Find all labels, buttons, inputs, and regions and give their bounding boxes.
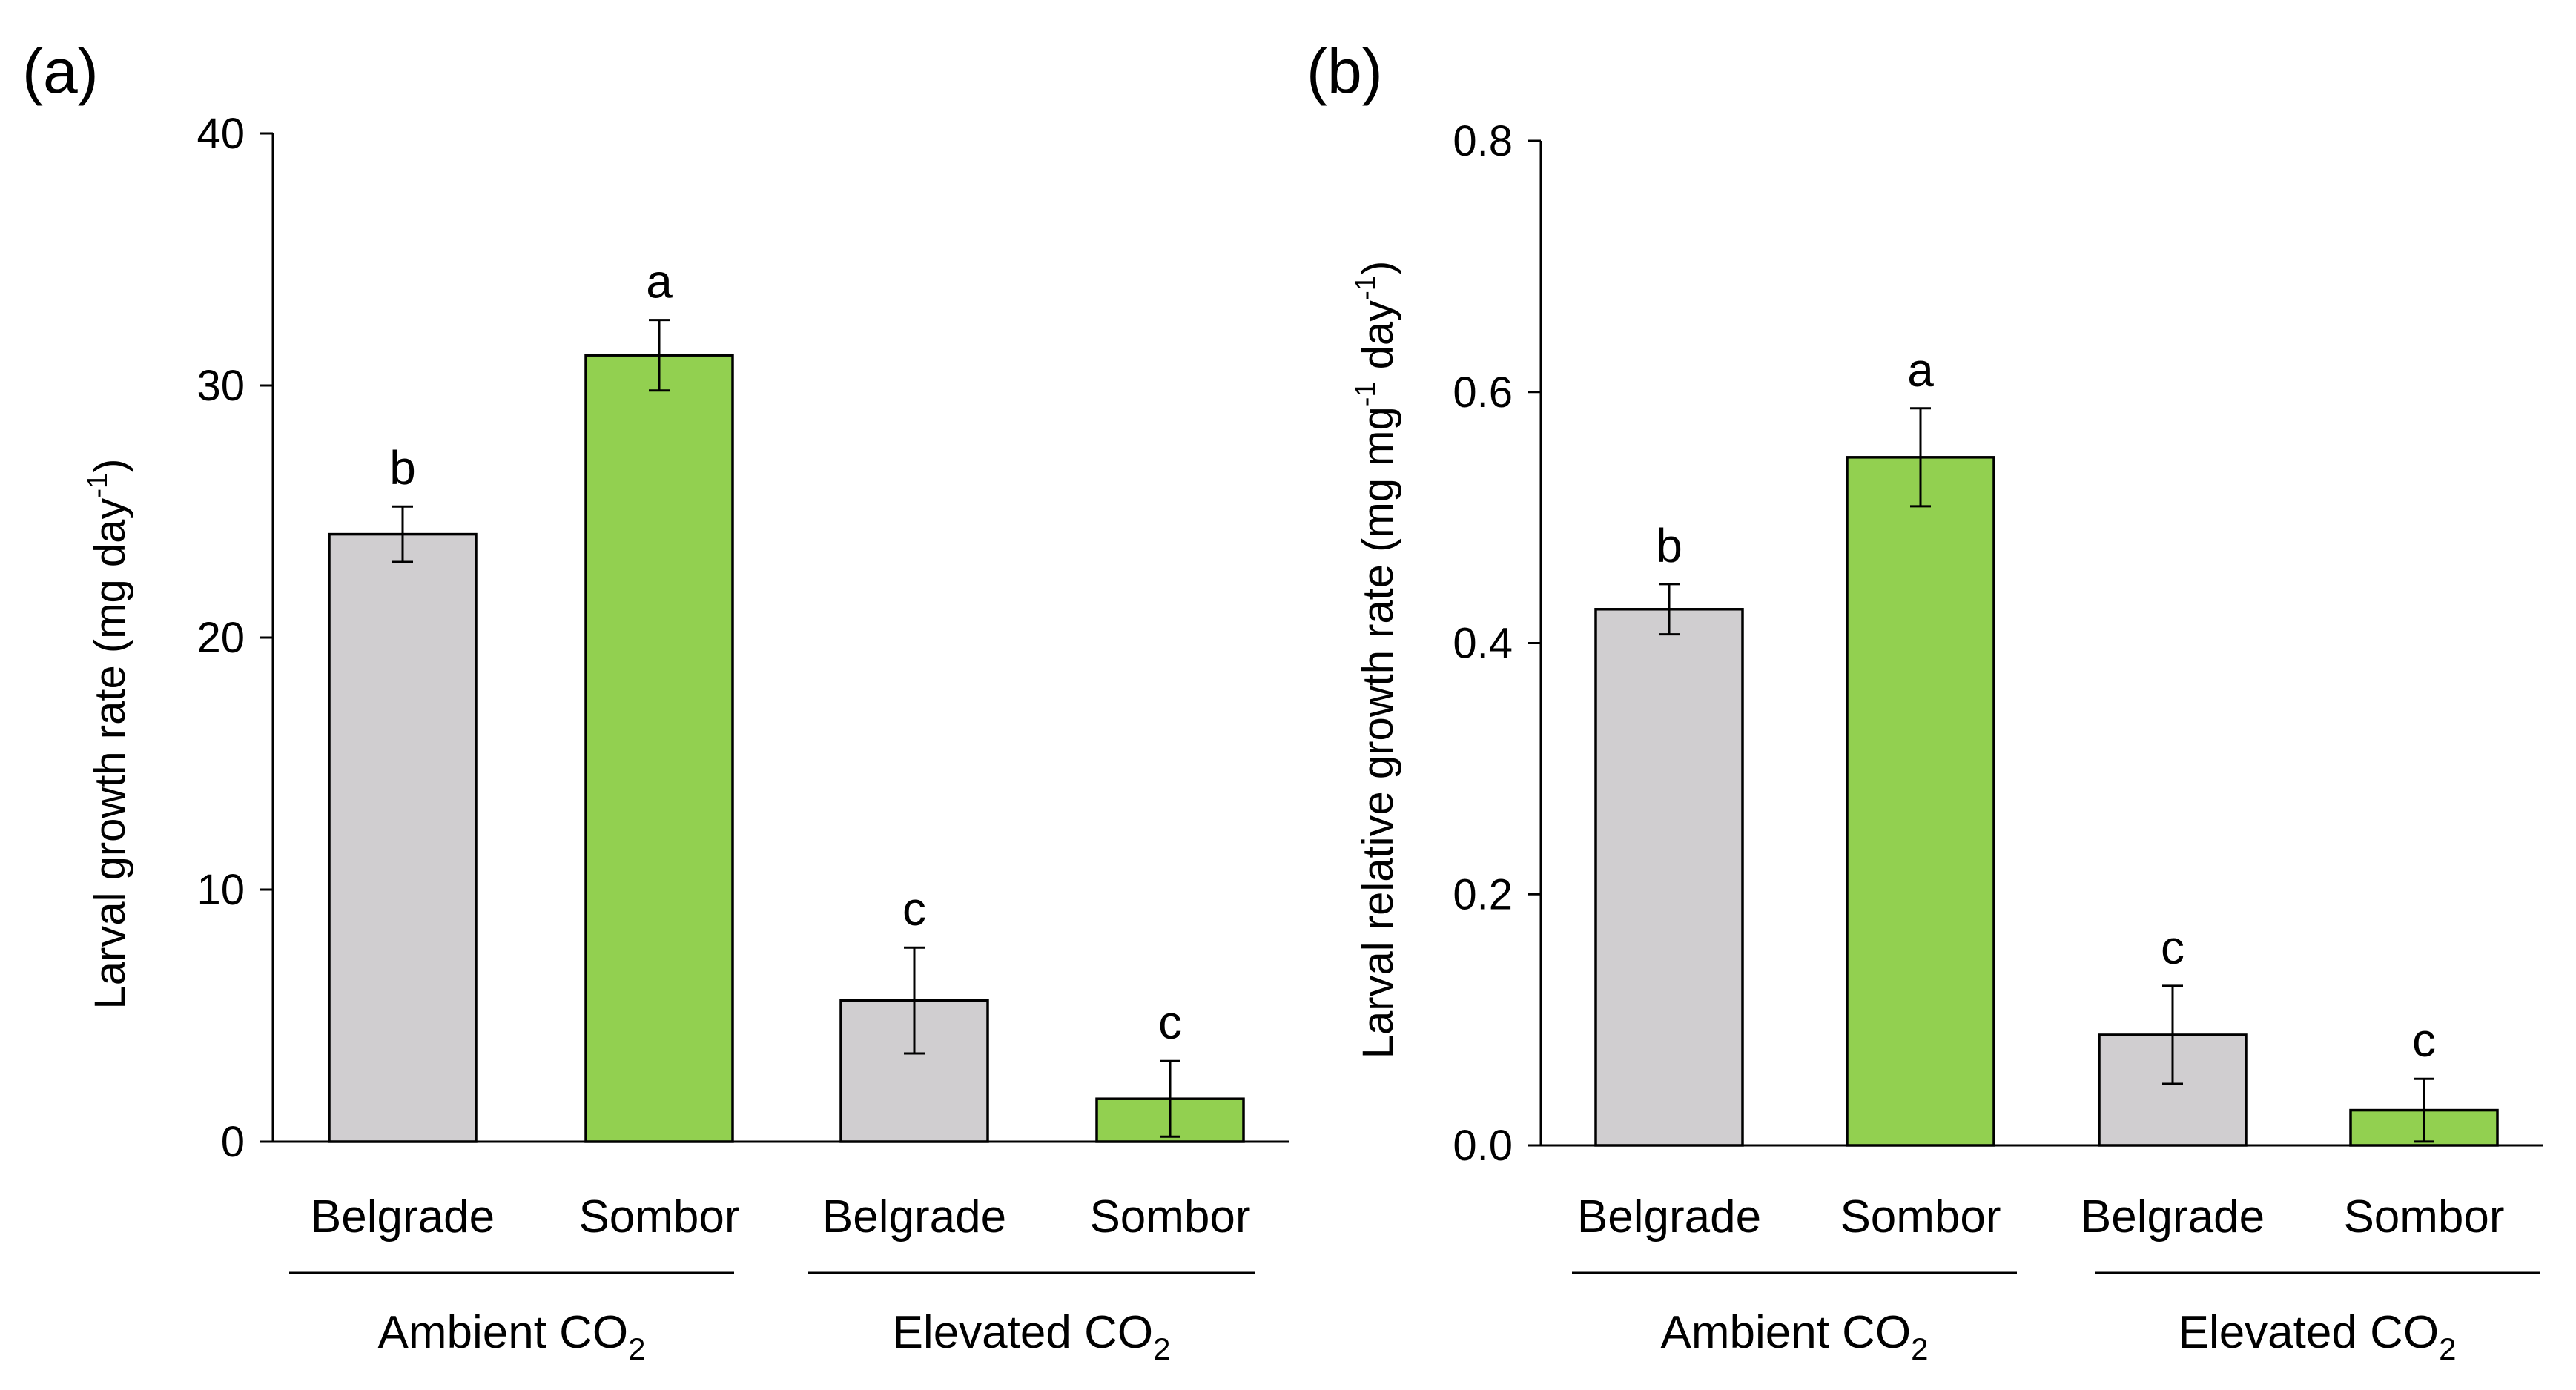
panel-b-group-label-0: Ambient CO2 bbox=[1660, 1307, 1928, 1366]
panel-a-category-label-0: Belgrade bbox=[311, 1191, 495, 1242]
panel-a-ytick-label-2: 20 bbox=[196, 614, 245, 662]
panel-a-sig-letter-1: a bbox=[646, 255, 673, 308]
panel-a-ytick-label-1: 10 bbox=[196, 866, 245, 914]
panel-b-group-label-1: Elevated CO2 bbox=[2179, 1307, 2457, 1366]
panel-b-bar-1 bbox=[1846, 456, 1995, 1147]
panel-b-plot: 0.0 0.2 0.4 0.6 0.8 b Belgrade a Sombor c Belgrade… bbox=[1453, 117, 2543, 1366]
panel-a-category-label-1: Sombor bbox=[578, 1191, 739, 1242]
panel-a-group-label-0: Ambient CO2 bbox=[377, 1307, 645, 1366]
panel-b-category-label-1: Sombor bbox=[1840, 1191, 2001, 1242]
panel-a-bar-1 bbox=[584, 354, 734, 1143]
panel-a-sig-letter-2: c bbox=[902, 882, 926, 936]
panel-b-ytick-label-4: 0.8 bbox=[1453, 117, 1513, 165]
panel-a-category-label-2: Belgrade bbox=[822, 1191, 1006, 1242]
panel-a-sig-letter-0: b bbox=[389, 441, 416, 494]
panel-b-ytick-label-1: 0.2 bbox=[1453, 870, 1513, 919]
panel-b-ylabel: Larval relative growth rate (mg mg-1 day… bbox=[1350, 261, 1402, 1059]
panel-a-ytick-label-4: 40 bbox=[196, 110, 245, 158]
panel-a-letter: (a) bbox=[22, 36, 99, 106]
panel-b-ytick-label-3: 0.6 bbox=[1453, 368, 1513, 417]
panel-b-sig-letter-3: c bbox=[2412, 1013, 2436, 1067]
panel-b-category-label-3: Sombor bbox=[2343, 1191, 2504, 1242]
panel-a-bar-0 bbox=[328, 532, 478, 1143]
panel-a-group-label-1: Elevated CO2 bbox=[893, 1307, 1171, 1366]
panel-b-ytick-label-0: 0.0 bbox=[1453, 1122, 1513, 1170]
panel-b: (b) Larval relative growth rate (mg mg-1… bbox=[1307, 36, 2543, 1366]
panel-a-ytick-label-3: 30 bbox=[196, 362, 245, 410]
panel-b-category-label-0: Belgrade bbox=[1577, 1191, 1761, 1242]
panel-b-ytick-label-2: 0.4 bbox=[1453, 620, 1513, 668]
panel-b-sig-letter-0: b bbox=[1656, 519, 1682, 572]
panel-a-ytick-label-0: 0 bbox=[221, 1118, 245, 1166]
panel-b-sig-letter-2: c bbox=[2161, 921, 2184, 974]
panel-b-category-label-2: Belgrade bbox=[2081, 1191, 2265, 1242]
panel-a: (a) Larval growth rate (mg day-1) 0 10 20 3… bbox=[22, 36, 1289, 1366]
panel-a-ylabel: Larval growth rate (mg day-1) bbox=[82, 459, 134, 1010]
panel-a-sig-letter-3: c bbox=[1158, 996, 1182, 1049]
panel-a-category-label-3: Sombor bbox=[1089, 1191, 1250, 1242]
panel-b-sig-letter-1: a bbox=[1907, 343, 1934, 397]
panel-b-bar-0 bbox=[1594, 608, 1744, 1147]
panel-b-letter: (b) bbox=[1307, 36, 1383, 106]
panel-a-bar-2 bbox=[839, 999, 989, 1143]
panel-a-plot: 0 10 20 30 40 b Belgrade a Sombor c Belgrade c Sombo… bbox=[196, 110, 1289, 1366]
